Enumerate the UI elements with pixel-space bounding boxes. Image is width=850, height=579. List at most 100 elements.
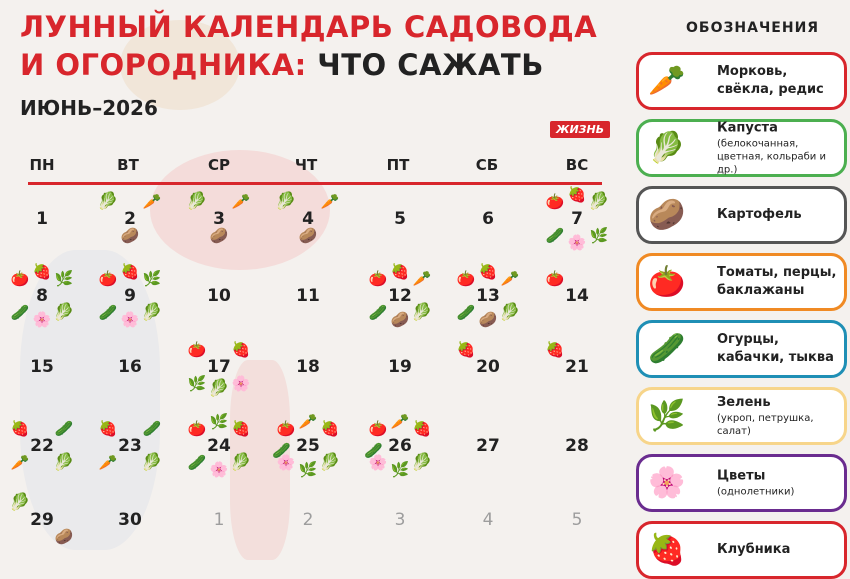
potato-icon: 🥔 xyxy=(54,527,74,546)
tomato-icon: 🍅 xyxy=(545,192,565,211)
calendar-day: 28 xyxy=(565,436,589,456)
cucumber-icon: 🥒 xyxy=(10,303,30,322)
calendar-day: 1 xyxy=(36,209,48,229)
calendar-day: 23 xyxy=(118,436,142,456)
carrot-icon: 🥕 xyxy=(412,269,432,288)
legend-label: Цветы (однолетники) xyxy=(717,468,845,499)
calendar-day: 20 xyxy=(476,357,500,377)
calendar-day: 14 xyxy=(565,286,589,306)
legend-label: Картофель xyxy=(717,207,802,222)
cabbage-icon: 🥬 xyxy=(230,452,252,473)
potato-icon: 🥔 xyxy=(209,226,229,245)
calendar-day: 13 xyxy=(476,286,500,306)
carrot-icon: 🥕 xyxy=(10,453,30,472)
flower-icon: 🌸 xyxy=(32,310,52,329)
greens-icon: 🌿 xyxy=(648,398,686,434)
calendar-day: 10 xyxy=(207,286,231,306)
tomato-icon: 🍅 xyxy=(648,264,686,300)
potato-icon: 🥔 xyxy=(478,310,498,329)
calendar-day: 24 xyxy=(207,436,231,456)
legend-heading: ОБОЗНАЧЕНИЯ xyxy=(686,20,820,36)
calendar-day: 5 xyxy=(394,209,406,229)
strawberry-icon: 🍓 xyxy=(231,419,251,438)
background-illustration xyxy=(20,20,330,560)
legend-label: Томаты, перцы, баклажаны xyxy=(717,265,837,298)
tomato-icon: 🍅 xyxy=(187,340,207,359)
greens-icon: 🌿 xyxy=(390,460,410,479)
cucumber-icon: 🥒 xyxy=(364,441,383,460)
tomato-icon: 🍅 xyxy=(456,269,476,288)
legend-item-tomato: 🍅 Томаты, перцы, баклажаны xyxy=(636,253,847,311)
strawberry-icon: 🍓 xyxy=(412,419,432,438)
calendar-day: 4 xyxy=(302,209,314,229)
carrot-icon: 🥕 xyxy=(390,412,410,431)
calendar-day: 3 xyxy=(213,209,225,229)
flower-icon: 🌸 xyxy=(276,453,296,472)
weekday-fri: ПТ xyxy=(386,156,410,174)
legend-sublabel: (однолетники) xyxy=(717,486,795,498)
legend-item-strawberry: 🍓 Клубника xyxy=(636,521,847,579)
cabbage-icon: 🥬 xyxy=(648,130,686,166)
weekday-mon: ПН xyxy=(29,156,55,174)
title-line-2-red: И ОГОРОДНИКА: xyxy=(20,48,307,82)
calendar-day: 11 xyxy=(296,286,320,306)
title-line-1: ЛУННЫЙ КАЛЕНДАРЬ САДОВОДА xyxy=(20,10,598,44)
flower-icon: 🌸 xyxy=(567,233,587,252)
calendar-day: 4 xyxy=(482,510,494,530)
cabbage-icon: 🥬 xyxy=(53,302,75,323)
legend-item-cabbage: 🥬 Капуста (белокочанная, цветная, кольраби… xyxy=(636,119,847,177)
strawberry-icon: 🍓 xyxy=(545,340,565,359)
cucumber-icon: 🥒 xyxy=(272,441,291,460)
strawberry-icon: 🍓 xyxy=(98,419,118,438)
calendar-day: 30 xyxy=(118,510,142,530)
calendar-day: 6 xyxy=(482,209,494,229)
potato-icon: 🥔 xyxy=(120,226,140,245)
cabbage-icon: 🥬 xyxy=(275,191,297,212)
legend-label: Зелень (укроп, петрушка, салат) xyxy=(717,394,845,438)
calendar-day: 3 xyxy=(394,510,406,530)
cabbage-icon: 🥬 xyxy=(411,302,433,323)
cabbage-icon: 🥬 xyxy=(588,191,610,212)
brand-logo: ЖИЗНЬ xyxy=(550,121,611,138)
strawberry-icon: 🍓 xyxy=(478,262,498,281)
weekday-sun: ВС xyxy=(565,156,589,174)
cabbage-icon: 🥬 xyxy=(499,302,521,323)
greens-icon: 🌿 xyxy=(209,412,229,431)
tomato-icon: 🍅 xyxy=(10,269,30,288)
cabbage-icon: 🥬 xyxy=(141,452,163,473)
weekday-sat: СБ xyxy=(475,156,499,174)
flower-icon: 🌸 xyxy=(368,453,388,472)
weekday-wed: СР xyxy=(207,156,231,174)
legend-sublabel: (белокочанная, цветная, кольраби и др.) xyxy=(717,138,826,176)
calendar-day: 7 xyxy=(571,209,583,229)
strawberry-icon: 🍓 xyxy=(567,185,587,204)
potato-icon: 🥔 xyxy=(390,310,410,329)
greens-icon: 🌿 xyxy=(187,374,207,393)
strawberry-icon: 🍓 xyxy=(32,262,52,281)
carrot-icon: 🥕 xyxy=(648,63,686,99)
calendar-day: 9 xyxy=(124,286,136,306)
calendar-day: 16 xyxy=(118,357,142,377)
legend-label: Капуста (белокочанная, цветная, кольраби … xyxy=(717,120,845,177)
page-title: ЛУННЫЙ КАЛЕНДАРЬ САДОВОДА И ОГОРОДНИКА: … xyxy=(20,8,597,84)
legend-label: Клубника xyxy=(717,542,791,557)
calendar-day: 2 xyxy=(302,510,314,530)
tomato-icon: 🍅 xyxy=(368,269,388,288)
tomato-icon: 🍅 xyxy=(98,269,118,288)
tomato-icon: 🍅 xyxy=(276,419,296,438)
cabbage-icon: 🥬 xyxy=(9,492,31,513)
calendar-day: 19 xyxy=(388,357,412,377)
weekday-tue: ВТ xyxy=(117,156,139,174)
flower-icon: 🌸 xyxy=(648,465,686,501)
calendar-day: 27 xyxy=(476,436,500,456)
cucumber-icon: 🥒 xyxy=(98,303,118,322)
flower-icon: 🌸 xyxy=(120,310,140,329)
calendar-day: 18 xyxy=(296,357,320,377)
strawberry-icon: 🍓 xyxy=(10,419,30,438)
carrot-icon: 🥕 xyxy=(298,412,318,431)
calendar-day: 15 xyxy=(30,357,54,377)
calendar-day: 26 xyxy=(388,436,412,456)
cabbage-icon: 🥬 xyxy=(97,191,119,212)
cabbage-icon: 🥬 xyxy=(186,191,208,212)
calendar-day: 22 xyxy=(30,436,54,456)
